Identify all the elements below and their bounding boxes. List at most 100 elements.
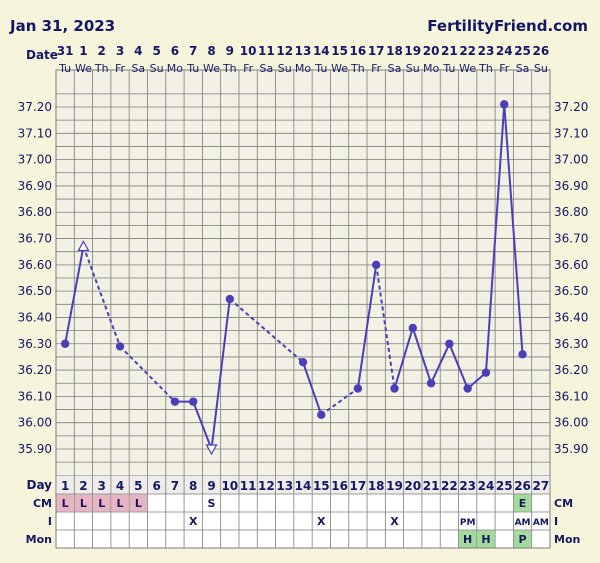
temp-point <box>189 397 198 406</box>
mon-value: H <box>481 533 490 546</box>
temp-point <box>481 368 491 377</box>
y-tick-right: 37.20 <box>554 100 588 114</box>
row-label-i-right: I <box>554 515 558 528</box>
day-number: 18 <box>368 479 385 493</box>
y-tick-left: 36.30 <box>18 337 52 351</box>
temp-segment <box>119 345 176 403</box>
day-number: 8 <box>189 479 197 493</box>
temp-point <box>170 397 180 406</box>
date-tick: 7 <box>189 44 197 58</box>
weekday-tick: Sa <box>131 62 145 75</box>
date-tick: 12 <box>276 44 293 58</box>
row-label-i: I <box>48 515 52 528</box>
temp-segment <box>393 327 414 389</box>
i-value: PM <box>460 518 476 528</box>
day-number: 16 <box>331 479 348 493</box>
weekday-tick: Su <box>150 62 164 75</box>
temp-segment <box>302 361 323 416</box>
date-tick: 2 <box>98 44 106 58</box>
date-tick: 8 <box>207 44 215 58</box>
y-tick-left: 37.20 <box>18 100 52 114</box>
temp-segment <box>192 401 213 450</box>
temp-segment <box>229 298 304 363</box>
y-tick-right: 36.50 <box>554 284 588 298</box>
day-number: 15 <box>313 479 330 493</box>
row-label-day: Day <box>26 478 52 492</box>
date-tick: 9 <box>226 44 234 58</box>
cm-value: L <box>98 497 105 510</box>
y-tick-right: 36.40 <box>554 310 588 324</box>
cm-cell <box>93 494 111 512</box>
weekday-tick: Th <box>222 62 237 75</box>
weekday-tick: Su <box>534 62 548 75</box>
page-title: Jan 31, 2023 <box>10 17 116 35</box>
weekday-tick: Sa <box>260 62 274 75</box>
day-number: 10 <box>221 479 238 493</box>
weekday-tick: Fr <box>371 62 382 75</box>
temp-segment <box>430 343 451 384</box>
row-label-mon: Mon <box>26 533 52 546</box>
temp-point <box>371 260 381 270</box>
y-tick-left: 36.00 <box>18 416 52 430</box>
temp-segment <box>82 246 121 347</box>
y-tick-left: 37.00 <box>18 153 52 167</box>
y-tick-left: 36.40 <box>18 310 52 324</box>
cm-cell <box>74 494 93 512</box>
weekday-tick: Mo <box>167 62 183 75</box>
y-tick-left: 36.20 <box>18 363 52 377</box>
mon-cell <box>477 530 495 548</box>
day-number: 12 <box>258 479 275 493</box>
mon-value: P <box>519 533 527 546</box>
date-tick: 19 <box>404 44 421 58</box>
y-tick-right: 36.80 <box>554 205 588 219</box>
weekday-tick: We <box>203 62 220 75</box>
weekday-tick: Tu <box>442 62 455 75</box>
weekday-tick: Th <box>478 62 493 75</box>
i-value: AM <box>515 518 531 528</box>
date-tick: 31 <box>57 44 74 58</box>
row-label-cm: CM <box>33 497 52 510</box>
weekday-tick: Su <box>406 62 420 75</box>
y-tick-right: 37.00 <box>554 153 588 167</box>
y-tick-left: 36.90 <box>18 179 52 193</box>
temp-point-open <box>77 240 90 252</box>
temp-point <box>115 342 125 351</box>
y-tick-right: 36.90 <box>554 179 588 193</box>
temp-segment <box>503 104 524 355</box>
date-tick: 11 <box>258 44 275 58</box>
temp-segment <box>64 246 85 344</box>
date-tick: 13 <box>295 44 312 58</box>
date-tick: 4 <box>134 44 142 58</box>
cm-cell <box>513 494 532 512</box>
day-number: 26 <box>514 479 531 493</box>
cm-value: L <box>135 497 142 510</box>
weekday-tick: Fr <box>115 62 126 75</box>
mon-value: H <box>463 533 472 546</box>
day-number: 22 <box>441 479 458 493</box>
y-tick-left: 37.10 <box>18 126 52 140</box>
weekday-tick: Tu <box>186 62 199 75</box>
day-number: 11 <box>240 479 257 493</box>
temp-point <box>60 339 70 348</box>
temp-point <box>445 339 454 348</box>
temp-point <box>500 100 509 109</box>
day-number: 1 <box>61 479 69 493</box>
date-tick: 18 <box>386 44 403 58</box>
day-number: 27 <box>533 479 550 493</box>
day-number: 20 <box>404 479 421 493</box>
y-tick-left: 36.10 <box>18 389 52 403</box>
i-value: X <box>317 515 326 528</box>
date-tick: 3 <box>116 44 124 58</box>
day-number: 2 <box>79 479 87 493</box>
y-tick-right: 36.30 <box>554 337 588 351</box>
day-number: 24 <box>478 479 495 493</box>
cm-value: L <box>117 497 124 510</box>
temp-segment <box>320 387 359 416</box>
day-number: 19 <box>386 479 403 493</box>
weekday-tick: Sa <box>516 62 530 75</box>
temp-segment <box>484 104 506 373</box>
site-name: FertilityFriend.com <box>427 17 588 35</box>
weekday-tick: We <box>331 62 348 75</box>
y-tick-left: 36.80 <box>18 205 52 219</box>
temp-point <box>353 384 363 393</box>
